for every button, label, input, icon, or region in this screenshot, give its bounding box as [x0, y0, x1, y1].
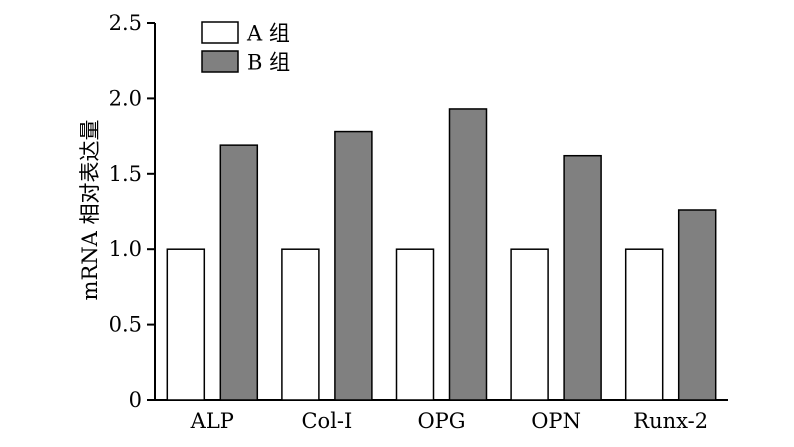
bar-b: [677, 209, 717, 401]
y-axis-title: mRNA 相对表达量: [78, 120, 102, 301]
category-group: Col-Ⅰ: [281, 130, 373, 433]
x-category-label: OPN: [531, 409, 581, 433]
bar-b: [448, 108, 488, 401]
legend-swatch: [201, 50, 239, 73]
legend-item: B 组: [201, 50, 290, 75]
category-group: ALP: [166, 144, 259, 433]
y-tick-label: 2.0: [109, 86, 142, 110]
bar-b: [563, 154, 602, 401]
legend-item: A 组: [201, 21, 290, 46]
legend: A 组 B 组: [201, 21, 290, 75]
bars: ALP Col-Ⅰ OPG OPN Runx-2: [166, 108, 717, 433]
bar-a: [166, 248, 206, 401]
y-tick-label: 1.0: [109, 237, 142, 261]
category-group: Runx-2: [624, 209, 717, 433]
x-category-label: Runx-2: [633, 409, 708, 433]
legend-label: B 组: [247, 51, 290, 75]
x-category-label: ALP: [190, 409, 234, 433]
y-tick-label: 1.5: [109, 162, 142, 186]
y-tick-label: 0: [129, 388, 142, 412]
legend-swatch: [201, 21, 239, 44]
y-tick-label: 0.5: [109, 313, 142, 337]
bar-b: [334, 130, 373, 401]
bar-a: [395, 248, 435, 401]
category-group: OPN: [510, 154, 602, 433]
bar-a: [624, 248, 664, 401]
bar-a: [510, 248, 549, 401]
category-group: OPG: [395, 108, 488, 433]
bar-a: [281, 248, 320, 401]
x-category-label: OPG: [417, 409, 465, 433]
bar-b: [219, 144, 259, 401]
y-tick-label: 2.5: [109, 11, 142, 35]
legend-label: A 组: [246, 22, 290, 46]
x-category-label: Col-Ⅰ: [301, 409, 352, 433]
